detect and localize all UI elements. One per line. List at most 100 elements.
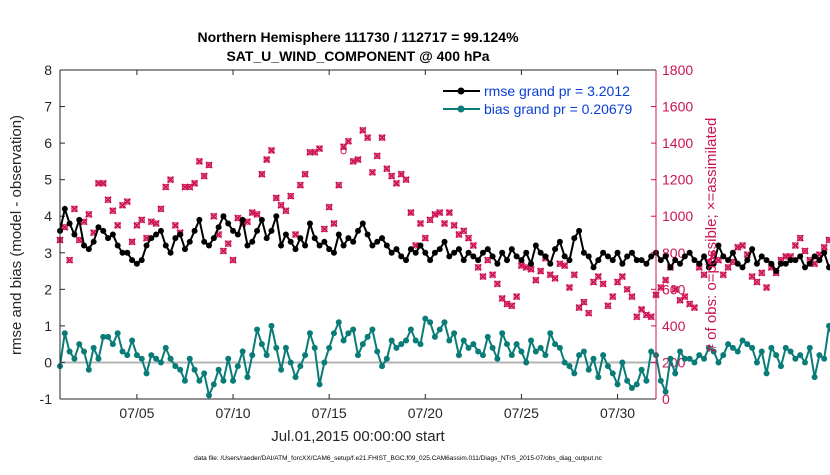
y-tick-label-right: 1800 bbox=[662, 62, 693, 78]
bias-point bbox=[109, 341, 116, 348]
obs-assimilated-marker bbox=[354, 155, 362, 164]
rmse-point bbox=[244, 242, 251, 249]
rmse-point bbox=[508, 246, 515, 253]
rmse-point bbox=[523, 249, 530, 256]
y-tick-label-right: 1400 bbox=[662, 135, 693, 151]
obs-possible-marker bbox=[210, 213, 217, 220]
rmse-point bbox=[686, 249, 693, 256]
bias-point bbox=[701, 355, 708, 362]
obs-assimilated-marker bbox=[599, 280, 607, 288]
rmse-point bbox=[345, 235, 352, 242]
obs-assimilated-marker bbox=[580, 298, 588, 306]
rmse-point bbox=[619, 260, 626, 267]
rmse-point bbox=[720, 253, 727, 260]
rmse-point bbox=[412, 249, 419, 256]
obs-assimilated-marker bbox=[426, 216, 434, 224]
bias-point bbox=[720, 352, 727, 359]
obs-possible-marker bbox=[801, 247, 809, 255]
obs-possible-marker bbox=[720, 271, 727, 278]
bias-point bbox=[359, 341, 366, 348]
rmse-point bbox=[528, 260, 535, 267]
obs-assimilated-marker bbox=[609, 293, 617, 301]
obs-possible-marker bbox=[61, 224, 68, 231]
obs-possible-marker bbox=[407, 209, 414, 216]
obs-possible-marker bbox=[662, 277, 669, 284]
bias-point bbox=[455, 352, 462, 359]
obs-assimilated-marker bbox=[724, 263, 732, 272]
obs-assimilated-marker bbox=[690, 303, 699, 312]
bias-point bbox=[374, 348, 381, 355]
obs-possible-marker bbox=[763, 284, 770, 291]
bias-point bbox=[571, 370, 578, 377]
obs-possible-marker bbox=[422, 235, 429, 242]
bias-point bbox=[753, 359, 760, 366]
rmse-point bbox=[552, 246, 559, 253]
obs-assimilated-marker bbox=[133, 221, 141, 229]
bias-point bbox=[114, 330, 121, 337]
y-tick-label-left: 8 bbox=[44, 62, 52, 78]
bias-point bbox=[287, 359, 294, 366]
bias-point bbox=[542, 352, 549, 359]
obs-possible-marker bbox=[585, 309, 592, 317]
rmse-point bbox=[61, 205, 68, 212]
obs-possible-marker bbox=[657, 284, 664, 291]
obs-possible-marker bbox=[460, 227, 467, 234]
bias-point bbox=[686, 355, 693, 362]
rmse-point bbox=[739, 264, 746, 271]
obs-assimilated-marker bbox=[498, 294, 506, 303]
bias-point bbox=[133, 352, 140, 359]
obs-possible-marker bbox=[633, 313, 640, 320]
rmse-point bbox=[624, 253, 631, 260]
rmse-point bbox=[595, 257, 602, 264]
rmse-point bbox=[816, 257, 823, 264]
rmse-point bbox=[393, 246, 400, 253]
rmse-point bbox=[292, 246, 299, 253]
rmse-point bbox=[701, 253, 708, 260]
obs-assimilated-marker bbox=[210, 212, 218, 220]
obs-possible-marker bbox=[153, 220, 160, 227]
rmse-point bbox=[782, 260, 789, 267]
rmse-point bbox=[177, 231, 184, 238]
obs-assimilated-marker bbox=[383, 165, 391, 173]
bias-point bbox=[66, 348, 73, 355]
rmse-point bbox=[787, 257, 794, 264]
bias-point bbox=[311, 344, 318, 351]
obs-assimilated-marker bbox=[479, 272, 487, 281]
rmse-point bbox=[297, 235, 304, 242]
obs-assimilated-marker bbox=[291, 230, 300, 239]
rmse-point bbox=[379, 235, 386, 242]
rmse-point bbox=[427, 257, 434, 264]
obs-assimilated-marker bbox=[661, 276, 670, 284]
obs-possible-marker bbox=[426, 216, 434, 223]
obs-assimilated-marker bbox=[61, 223, 69, 231]
obs-assimilated-marker bbox=[464, 234, 473, 242]
bias-point bbox=[249, 352, 256, 359]
bias-point bbox=[826, 322, 830, 329]
bias-point bbox=[148, 352, 155, 359]
rmse-point bbox=[614, 249, 621, 256]
bias-point bbox=[532, 348, 539, 355]
bias-point bbox=[407, 326, 414, 333]
obs-assimilated-marker bbox=[296, 181, 304, 189]
obs-assimilated-marker bbox=[700, 271, 708, 279]
obs-possible-marker bbox=[455, 231, 463, 238]
obs-assimilated-marker bbox=[99, 179, 107, 187]
bias-point bbox=[499, 330, 506, 337]
obs-assimilated-marker bbox=[412, 241, 420, 250]
bias-point bbox=[465, 344, 472, 351]
obs-possible-marker bbox=[513, 293, 520, 300]
obs-possible-marker bbox=[792, 242, 799, 249]
rmse-point bbox=[210, 235, 217, 242]
bias-point bbox=[330, 330, 337, 337]
obs-possible-marker bbox=[393, 180, 400, 187]
rmse-point bbox=[763, 257, 770, 264]
obs-assimilated-marker bbox=[484, 256, 492, 264]
bias-point bbox=[263, 352, 270, 359]
bias-point bbox=[609, 370, 616, 377]
rmse-point bbox=[489, 253, 496, 260]
bias-point bbox=[167, 355, 174, 362]
bias-point bbox=[763, 370, 770, 377]
x-axis-label: Jul.01,2015 00:00:00 start bbox=[271, 428, 445, 445]
bias-point bbox=[696, 352, 703, 359]
rmse-point bbox=[109, 231, 116, 238]
